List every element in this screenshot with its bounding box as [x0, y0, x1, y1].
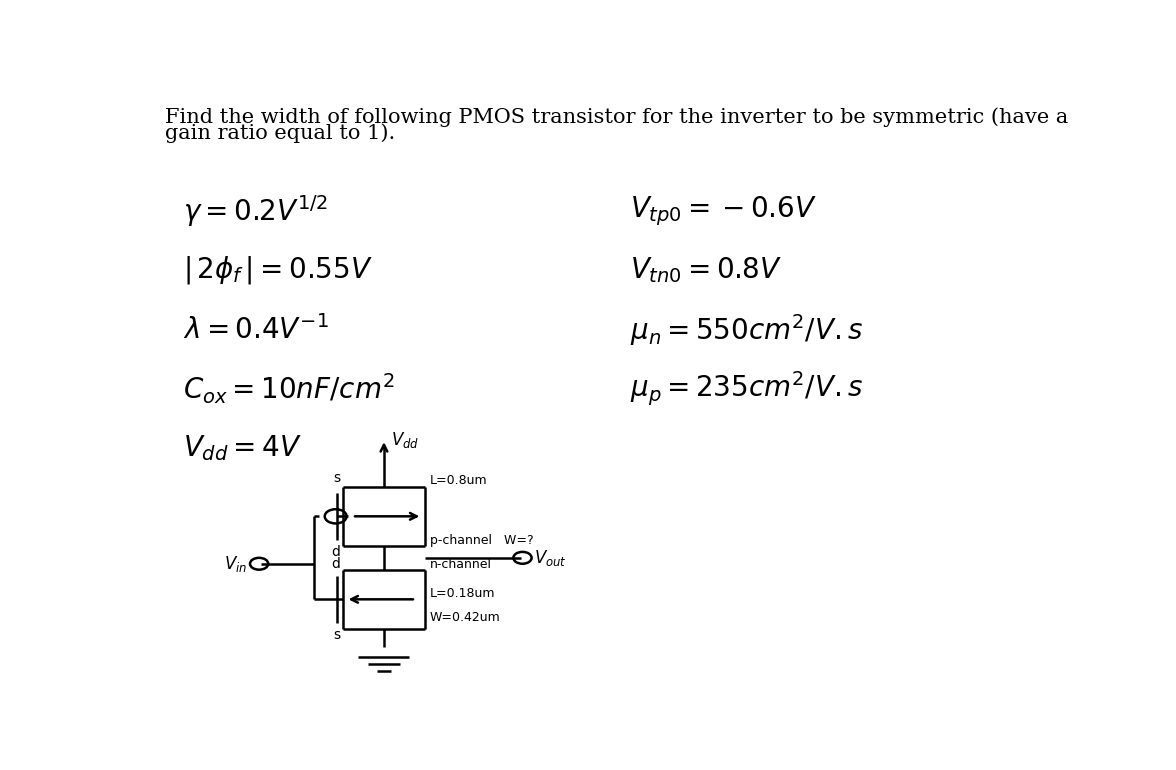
Text: $C_{ox} = 10nF / cm^2$: $C_{ox} = 10nF / cm^2$ [183, 371, 395, 407]
Text: d: d [332, 557, 340, 571]
Text: $V_{dd}$: $V_{dd}$ [392, 430, 420, 450]
Text: $V_{tn0} = 0.8V$: $V_{tn0} = 0.8V$ [630, 256, 782, 285]
Text: $|\, 2\phi_f\, |= 0.55V$: $|\, 2\phi_f\, |= 0.55V$ [183, 254, 373, 286]
Text: $V_{dd} = 4V$: $V_{dd} = 4V$ [183, 434, 302, 463]
Text: $V_{in}$: $V_{in}$ [225, 554, 247, 574]
Text: $\gamma = 0.2V^{1/2}$: $\gamma = 0.2V^{1/2}$ [183, 193, 328, 229]
Text: Find the width of following PMOS transistor for the inverter to be symmetric (ha: Find the width of following PMOS transis… [165, 107, 1069, 127]
Text: L=0.8um: L=0.8um [429, 474, 487, 487]
Text: W=0.42um: W=0.42um [429, 611, 500, 624]
Text: $\mu_p = 235cm^2 / V.s$: $\mu_p = 235cm^2 / V.s$ [630, 370, 863, 408]
Text: n-channel: n-channel [429, 558, 492, 571]
Text: $V_{out}$: $V_{out}$ [534, 547, 567, 567]
Text: p-channel   W=?: p-channel W=? [429, 534, 533, 547]
Text: s: s [333, 628, 340, 642]
Text: s: s [333, 470, 340, 485]
Text: $V_{tp0} = -0.6V$: $V_{tp0} = -0.6V$ [630, 194, 817, 228]
Text: $\lambda = 0.4V^{-1}$: $\lambda = 0.4V^{-1}$ [183, 315, 329, 344]
Text: gain ratio equal to 1).: gain ratio equal to 1). [165, 123, 395, 143]
Text: $\mu_n = 550cm^2 / V.s$: $\mu_n = 550cm^2 / V.s$ [630, 312, 863, 347]
Text: d: d [332, 545, 340, 559]
Text: L=0.18um: L=0.18um [429, 587, 495, 600]
